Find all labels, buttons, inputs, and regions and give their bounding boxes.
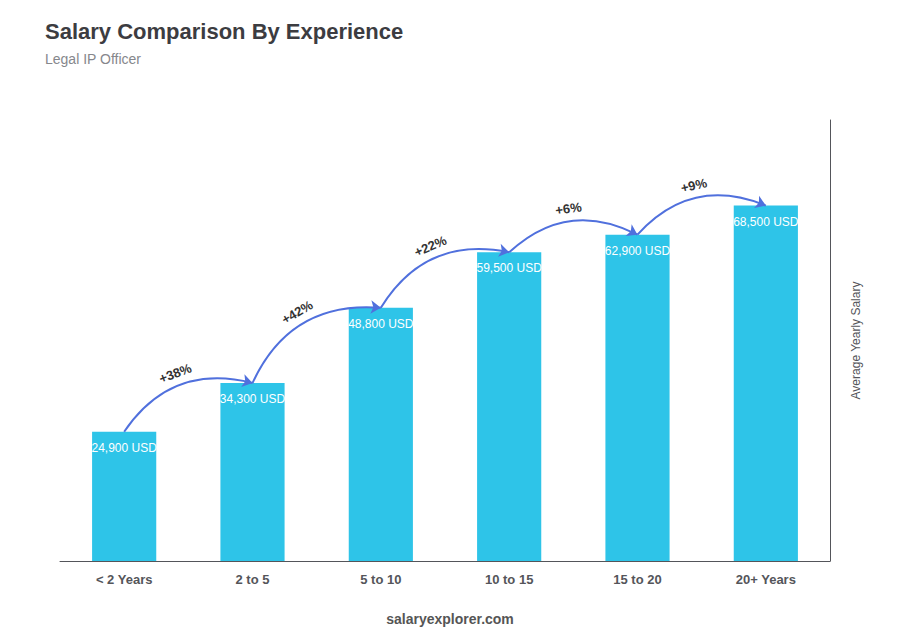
svg-text:10 to 15: 10 to 15 [485, 572, 533, 587]
svg-text:Salary Comparison By Experienc: Salary Comparison By Experience [45, 19, 403, 44]
svg-text:48,800 USD: 48,800 USD [348, 317, 414, 331]
svg-text:+22%: +22% [412, 232, 449, 259]
svg-text:+42%: +42% [279, 297, 316, 327]
svg-text:15 to 20: 15 to 20 [613, 572, 661, 587]
svg-text:2 to 5: 2 to 5 [236, 572, 270, 587]
svg-text:Legal IP Officer: Legal IP Officer [45, 51, 141, 67]
svg-text:+6%: +6% [554, 199, 583, 218]
svg-text:34,300 USD: 34,300 USD [220, 392, 286, 406]
svg-text:62,900 USD: 62,900 USD [605, 244, 671, 258]
svg-text:68,500 USD: 68,500 USD [733, 215, 799, 229]
svg-text:< 2 Years: < 2 Years [96, 572, 153, 587]
svg-text:59,500 USD: 59,500 USD [476, 261, 542, 275]
svg-text:+38%: +38% [157, 360, 194, 386]
svg-text:Average Yearly Salary: Average Yearly Salary [849, 282, 863, 400]
svg-text:24,900 USD: 24,900 USD [91, 441, 157, 455]
svg-text:salaryexplorer.com: salaryexplorer.com [386, 611, 514, 627]
svg-text:5 to 10: 5 to 10 [360, 572, 401, 587]
svg-text:20+ Years: 20+ Years [736, 572, 796, 587]
svg-text:+9%: +9% [679, 175, 708, 196]
